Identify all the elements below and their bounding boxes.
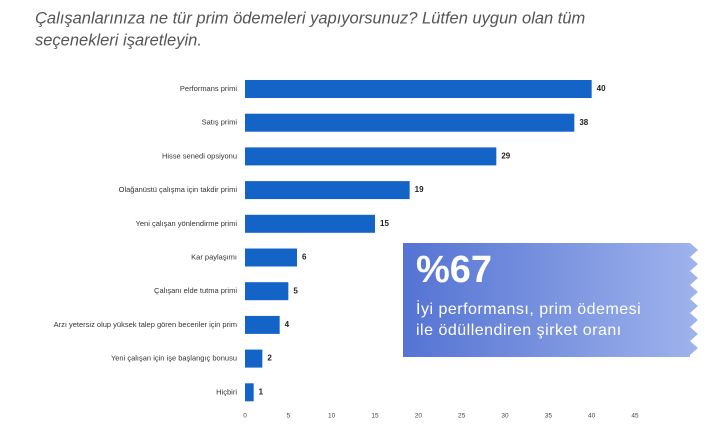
value-label: 2	[267, 354, 272, 363]
x-tick-label: 40	[588, 413, 596, 420]
chart-title: Çalışanlarınıza ne tür prim ödemeleri ya…	[35, 9, 585, 27]
value-label: 4	[285, 320, 290, 329]
x-tick-label: 10	[328, 413, 336, 420]
y-tick-label: Yeni çalışan yönlendirme primi	[136, 219, 238, 228]
callout-text: ile ödüllendiren şirket oranı	[416, 322, 622, 339]
x-tick-label: 45	[631, 413, 639, 420]
bar	[245, 248, 297, 267]
value-label: 29	[501, 152, 510, 161]
y-tick-label: Hiçbiri	[216, 387, 237, 396]
bar	[245, 181, 410, 200]
callout-box	[403, 243, 698, 357]
callout-text: İyi performansı, prim ödemesi	[416, 299, 641, 318]
y-tick-label: Performans primi	[180, 84, 237, 93]
bar	[245, 349, 263, 368]
y-tick-label: Olağanüstü çalışma için takdir primi	[119, 185, 238, 194]
chart-title: seçenekleri işaretleyin.	[35, 31, 202, 49]
x-tick-label: 20	[415, 413, 423, 420]
value-label: 15	[380, 219, 389, 228]
value-label: 1	[259, 387, 264, 396]
x-tick-label: 35	[545, 413, 553, 420]
y-tick-label: Satış primi	[202, 118, 238, 127]
y-tick-label: Kar paylaşımı	[191, 252, 237, 261]
y-tick-label: Çalışanı elde tutma primi	[154, 286, 237, 295]
y-tick-label: Arzı yetersiz olup yüksek talep gören be…	[54, 320, 237, 329]
x-tick-label: 15	[371, 413, 379, 420]
value-label: 19	[415, 185, 424, 194]
value-label: 40	[597, 84, 606, 93]
x-tick-label: 30	[501, 413, 509, 420]
x-tick-label: 5	[287, 413, 291, 420]
bar	[245, 383, 254, 402]
bar	[245, 214, 375, 233]
x-tick-label: 25	[458, 413, 466, 420]
bar	[245, 113, 575, 132]
y-tick-label: Yeni çalışan için işe başlangıç bonusu	[111, 354, 237, 363]
value-label: 5	[293, 286, 298, 295]
value-label: 6	[302, 253, 307, 262]
y-tick-label: Hisse senedi opsiyonu	[162, 151, 237, 160]
callout-value: %67	[416, 249, 492, 291]
bar	[245, 315, 280, 334]
x-tick-label: 0	[243, 413, 247, 420]
value-label: 38	[579, 118, 588, 127]
bar	[245, 147, 497, 166]
bar	[245, 80, 592, 98]
bar	[245, 282, 289, 301]
